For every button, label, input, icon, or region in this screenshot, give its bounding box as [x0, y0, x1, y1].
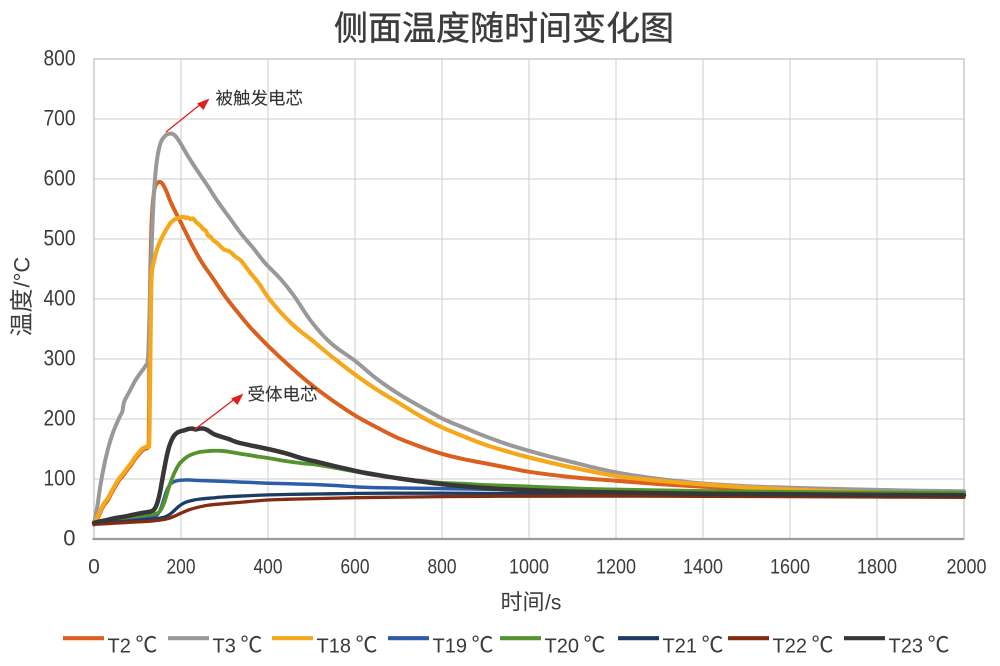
svg-text:T20: T20	[545, 635, 579, 657]
svg-text:800: 800	[428, 556, 457, 579]
svg-text:T22: T22	[773, 635, 807, 657]
svg-text:/°C: /°C	[10, 257, 35, 288]
svg-text:/s: /s	[545, 592, 561, 615]
svg-text:0: 0	[63, 526, 75, 551]
svg-text:400: 400	[44, 286, 76, 311]
svg-text:T3: T3	[213, 635, 236, 657]
svg-text:100: 100	[44, 466, 76, 491]
svg-text:T18: T18	[317, 635, 351, 657]
svg-text:2000: 2000	[947, 556, 987, 579]
svg-text:T23: T23	[889, 635, 923, 657]
svg-text:1800: 1800	[857, 556, 897, 579]
svg-text:0: 0	[88, 556, 100, 579]
svg-text:500: 500	[44, 226, 76, 251]
svg-text:T19: T19	[433, 635, 467, 657]
svg-text:600: 600	[341, 556, 370, 579]
svg-text:700: 700	[44, 106, 76, 131]
svg-text:1000: 1000	[509, 556, 549, 579]
svg-text:200: 200	[44, 406, 76, 431]
svg-text:400: 400	[254, 556, 283, 579]
svg-text:300: 300	[44, 346, 76, 371]
svg-text:1400: 1400	[683, 556, 723, 579]
svg-text:1200: 1200	[596, 556, 636, 579]
svg-text:200: 200	[167, 556, 196, 579]
svg-text:T21: T21	[663, 635, 697, 657]
svg-text:600: 600	[44, 166, 76, 191]
svg-text:T2: T2	[108, 635, 131, 657]
svg-text:800: 800	[44, 46, 76, 71]
svg-text:1600: 1600	[770, 556, 810, 579]
